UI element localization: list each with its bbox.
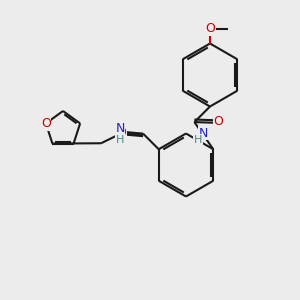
Text: O: O <box>213 115 223 128</box>
Text: O: O <box>117 126 127 139</box>
Text: O: O <box>41 117 51 130</box>
Text: N: N <box>115 122 125 135</box>
Text: O: O <box>205 22 215 35</box>
Text: N: N <box>198 127 208 140</box>
Text: H: H <box>194 135 202 145</box>
Text: H: H <box>116 135 124 145</box>
